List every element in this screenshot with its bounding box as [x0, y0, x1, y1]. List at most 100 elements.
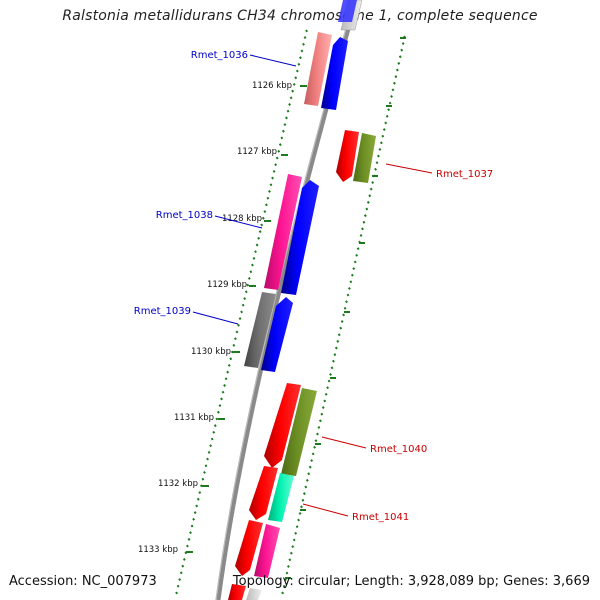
gene-label-rmet-1041[interactable]: Rmet_1041: [352, 512, 409, 523]
track-dot: [292, 538, 296, 542]
summary-label: Topology: circular; Length: 3,928,089 bp…: [232, 574, 590, 589]
track-dot: [227, 363, 231, 367]
cds-pink[interactable]: [254, 524, 280, 578]
cds-red[interactable]: [228, 584, 246, 600]
track-dot: [281, 129, 285, 133]
gene-label-rmet-1040[interactable]: Rmet_1040: [370, 444, 427, 455]
track-dot: [249, 270, 253, 274]
track-dot: [345, 300, 348, 304]
cds-blue[interactable]: [321, 37, 348, 110]
track-dot: [342, 313, 346, 317]
track-dot: [374, 167, 377, 171]
track-dot: [241, 303, 245, 307]
track-dot: [247, 276, 251, 280]
gene-label-rmet-1036[interactable]: Rmet_1036: [191, 50, 248, 61]
gene-label-rmet-1038[interactable]: Rmet_1038: [156, 210, 213, 221]
kbp-ticks: 1126 kbp 1127 kbp 1128 kbp 1129 kbp 1130…: [138, 81, 307, 555]
track-dot: [385, 114, 389, 118]
track-dot: [206, 457, 209, 461]
track-dot: [271, 176, 274, 180]
track-dot: [377, 154, 380, 158]
track-dot: [210, 437, 214, 441]
cds-rmet-1041[interactable]: [268, 473, 294, 522]
track-dot: [350, 273, 354, 277]
track-dot: [343, 306, 347, 310]
tick-label: 1126 kbp: [252, 81, 292, 91]
track-dot: [275, 156, 279, 160]
cds-olive[interactable]: [353, 133, 376, 183]
track-dot: [369, 187, 373, 191]
track-dot: [286, 564, 290, 568]
track-dot: [349, 280, 353, 284]
tick-label: 1132 kbp: [158, 479, 198, 489]
track-dot: [204, 464, 208, 468]
track-dot: [257, 236, 261, 240]
feature-light[interactable]: [246, 588, 262, 600]
cds-blue[interactable]: [281, 180, 319, 295]
track-dot: [184, 551, 188, 555]
track-dot: [237, 323, 240, 327]
track-dot: [393, 81, 396, 85]
track-dot: [189, 531, 192, 535]
track-dot: [268, 190, 271, 193]
track-dot: [294, 76, 298, 80]
track-dot: [363, 214, 367, 218]
track-dot: [277, 149, 281, 153]
cds-rmet-1038[interactable]: [264, 174, 302, 290]
track-dot: [353, 260, 357, 264]
track-dot: [258, 230, 262, 234]
track-dot: [316, 432, 319, 436]
track-dot: [346, 293, 350, 297]
cds-red[interactable]: [249, 466, 278, 520]
track-dot: [321, 406, 325, 410]
gene-label-rmet-1039[interactable]: Rmet_1039: [134, 306, 191, 317]
track-dot: [391, 88, 395, 92]
track-dot: [317, 425, 321, 429]
track-dot: [333, 353, 337, 357]
track-dot: [366, 200, 370, 204]
track-dot: [260, 223, 264, 227]
cds-red[interactable]: [264, 383, 301, 468]
track-dot: [401, 42, 405, 45]
track-dot: [398, 55, 402, 59]
cds-rmet-1040[interactable]: [281, 388, 317, 476]
track-dot: [297, 518, 301, 522]
track-dot: [229, 357, 233, 361]
cds-rmet-1037[interactable]: [336, 130, 359, 182]
cds-blue[interactable]: [261, 297, 293, 372]
gene-label-rmet-1037[interactable]: Rmet_1037: [436, 169, 493, 180]
cds-rmet-1039[interactable]: [244, 292, 276, 368]
track-dot: [266, 196, 270, 200]
callouts: [192, 54, 433, 517]
track-dot: [181, 564, 185, 568]
track-dot: [384, 121, 388, 125]
track-dot: [310, 459, 314, 462]
track-dot: [182, 557, 186, 561]
track-dot: [199, 484, 203, 488]
cds-rmet-1036[interactable]: [304, 32, 332, 106]
cds-blue[interactable]: [338, 0, 357, 22]
track-dot: [336, 339, 340, 343]
track-dot: [261, 216, 265, 220]
tick-track-right: [281, 35, 407, 595]
track-dot: [340, 320, 344, 323]
track-dot: [291, 545, 295, 549]
cds-red[interactable]: [235, 520, 263, 576]
tick-label: 1127 kbp: [237, 147, 277, 157]
track-dot: [193, 511, 197, 515]
track-dot: [300, 49, 304, 53]
track-dot: [269, 183, 273, 187]
track-dot: [305, 29, 309, 33]
track-dot: [209, 444, 213, 448]
track-dot: [281, 591, 285, 595]
track-dot: [264, 203, 268, 207]
track-dot: [285, 571, 289, 575]
features: [228, 0, 376, 600]
track-dot: [303, 36, 307, 40]
track-dot: [218, 404, 222, 408]
track-dot: [301, 498, 305, 502]
track-dot: [254, 250, 257, 254]
track-dot: [365, 207, 369, 211]
track-dot: [282, 584, 286, 588]
